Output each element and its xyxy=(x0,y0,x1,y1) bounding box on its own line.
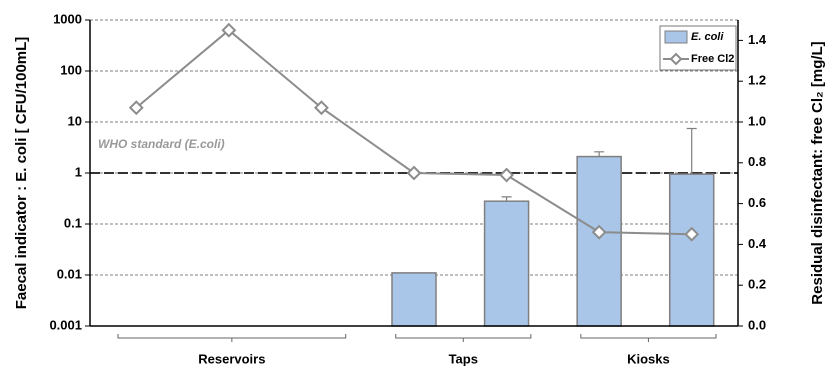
line-marker xyxy=(221,22,237,38)
group-bracket xyxy=(395,334,532,342)
line-marker xyxy=(314,100,329,116)
group-bracket xyxy=(117,334,347,342)
y-tick-label: 0.01 xyxy=(57,266,82,281)
group-label: Reservoirs xyxy=(198,351,265,366)
y-tick-label: 100 xyxy=(60,62,82,77)
y2-tick-label: 1.4 xyxy=(748,32,767,47)
y2-tick-label: 0.2 xyxy=(748,277,766,292)
line-marker xyxy=(591,224,607,240)
bar xyxy=(483,200,530,327)
y-tick-label: 0.1 xyxy=(64,215,82,230)
y2-tick-label: 1.2 xyxy=(748,73,766,88)
y-tick-label: 0.001 xyxy=(49,317,82,332)
legend-label: E. coli xyxy=(691,31,724,43)
reference-label: WHO standard (E.coli) xyxy=(98,137,225,151)
error-bar xyxy=(501,196,512,202)
y-tick-label: 1 xyxy=(75,164,82,179)
error-bar xyxy=(594,151,605,157)
legend-swatch xyxy=(664,30,688,44)
y2-tick-label: 1.0 xyxy=(748,113,766,128)
group-label: Taps xyxy=(449,351,478,366)
y2-tick-label: 0.8 xyxy=(748,154,766,169)
bar xyxy=(576,155,622,327)
y-axis-label: Faecal indicator : E. coli [ CFU/100mL] xyxy=(13,37,30,310)
line-marker xyxy=(128,100,144,116)
error-bar xyxy=(686,127,697,175)
y2-tick-label: 0.4 xyxy=(748,236,767,251)
legend-marker xyxy=(669,52,683,66)
y2-tick-label: 0.0 xyxy=(748,317,766,332)
line-marker xyxy=(684,226,700,242)
y-tick-label: 1000 xyxy=(53,11,82,26)
legend-label: Free Cl2 xyxy=(691,53,734,65)
y-tick-label: 10 xyxy=(68,113,82,128)
group-label: Kiosks xyxy=(627,351,670,366)
line-marker xyxy=(499,167,514,183)
y2-axis-label: Residual disinfectant: free Cl₂ [mg/L] xyxy=(809,41,826,304)
bar xyxy=(391,272,437,327)
bar xyxy=(668,173,715,327)
y2-tick-label: 0.6 xyxy=(748,195,766,210)
group-bracket xyxy=(580,334,717,342)
line-marker xyxy=(406,165,422,181)
